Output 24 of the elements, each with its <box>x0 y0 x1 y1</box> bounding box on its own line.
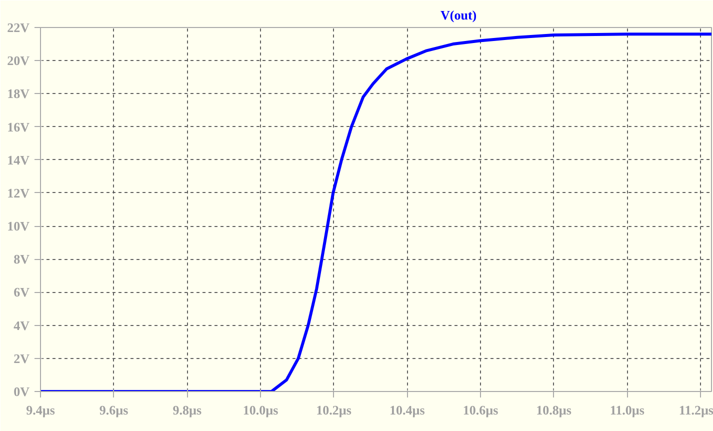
y-tick-label: 0V <box>14 384 30 399</box>
y-tick-label: 12V <box>7 185 30 200</box>
x-tick-label: 9.6µs <box>99 402 128 418</box>
y-tick-label: 14V <box>7 152 30 168</box>
x-tick-label: 10.8µs <box>536 402 572 418</box>
x-tick-label: 10.2µs <box>316 402 352 418</box>
y-tick-label: 6V <box>14 284 30 300</box>
y-tick-label: 8V <box>14 252 30 267</box>
x-tick-label: 10.4µs <box>390 402 425 418</box>
chart-title: V(out) <box>440 8 477 22</box>
y-tick-label: 2V <box>14 350 30 366</box>
x-tick-label: 10.6µs <box>462 402 498 418</box>
y-tick-label: 4V <box>14 318 30 333</box>
line-series <box>40 32 712 392</box>
x-tick-label: 10.0µs <box>242 402 278 418</box>
x-tick-label: 11.0µs <box>610 402 644 418</box>
y-tick-label: 10V <box>7 218 30 234</box>
y-tick-label: 16V <box>7 119 30 134</box>
y-tick-label: 22V <box>7 20 30 35</box>
x-tick-label: 9.4µs <box>26 402 55 418</box>
x-tick-label: 11.2µs <box>678 402 713 418</box>
y-tick-label: 18V <box>7 86 30 102</box>
y-tick-label: 20V <box>7 53 30 68</box>
x-tick-label: 9.8µs <box>172 402 202 418</box>
